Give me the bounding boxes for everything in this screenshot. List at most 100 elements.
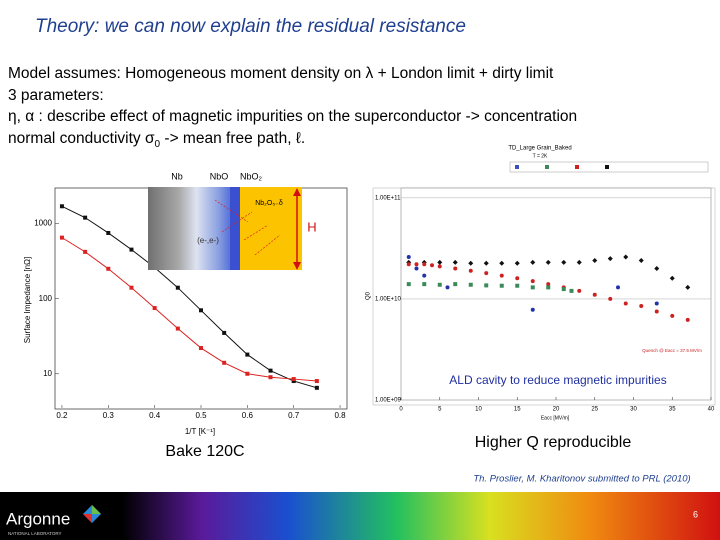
- data-point: [670, 313, 675, 318]
- y-tick-label: 1.00E+09: [375, 398, 402, 404]
- slide-title: Theory: we can now explain the residual …: [35, 16, 466, 37]
- inset-label: Nb₂O₅₋δ: [255, 200, 283, 207]
- data-point: [484, 271, 489, 276]
- data-point: [530, 307, 535, 312]
- x-tick-label: 0.3: [103, 411, 115, 420]
- y-tick-label: 10: [43, 369, 52, 378]
- data-point: [592, 292, 597, 297]
- legend-swatches: [515, 165, 609, 169]
- data-point: [406, 282, 411, 287]
- data-point: [639, 304, 644, 309]
- data-point: [268, 375, 273, 380]
- x-tick-label: 0.8: [334, 411, 346, 420]
- data-point: [638, 257, 644, 263]
- x-tick-label: 0: [399, 407, 403, 413]
- x-tick-label: 15: [514, 407, 521, 413]
- data-point: [199, 346, 203, 351]
- x-tick-label: 0.7: [288, 411, 300, 420]
- data-point: [245, 371, 250, 376]
- inset-label: Nb: [171, 171, 183, 181]
- data-point: [623, 254, 629, 260]
- data-point: [654, 309, 659, 314]
- data-point: [483, 260, 489, 266]
- page-number: 6: [693, 509, 698, 519]
- footer-bar: [0, 492, 720, 540]
- logo-mark: [92, 505, 101, 514]
- logo-mark: [83, 514, 92, 523]
- data-point: [468, 268, 473, 273]
- data-point: [654, 265, 660, 271]
- footer-subtitle: NATIONAL LABORATORY: [8, 531, 62, 536]
- y-tick-label: 1.00E+11: [375, 195, 401, 201]
- inset-nb: [148, 187, 236, 270]
- data-point: [422, 262, 427, 267]
- right-plot-area: [400, 187, 712, 401]
- x-tick-label: 25: [591, 407, 598, 413]
- data-point: [83, 249, 88, 254]
- body-line: normal conductivity σ0 -> mean free path…: [8, 130, 305, 150]
- data-point: [106, 266, 111, 271]
- data-point: [546, 285, 551, 290]
- body-line: η, α : describe effect of magnetic impur…: [8, 108, 577, 125]
- data-point: [530, 259, 536, 265]
- data-point: [561, 287, 566, 292]
- data-point: [484, 283, 489, 288]
- y-tick-label: 1000: [34, 219, 52, 228]
- right-plot-subtitle: T = 2K: [533, 153, 548, 159]
- data-point: [437, 264, 442, 269]
- data-point: [669, 275, 675, 281]
- x-tick-label: 0.2: [56, 411, 68, 420]
- data-point: [422, 273, 427, 278]
- y-axis-label: Surface Impedance [nΩ]: [23, 257, 32, 343]
- data-point: [545, 259, 551, 265]
- data-point: [106, 230, 111, 235]
- annotation: Quench @ Eacc = 37.5 MV/m: [642, 348, 702, 353]
- x-axis-label: 1/T [K⁻¹]: [185, 427, 215, 436]
- x-tick-label: 20: [553, 407, 560, 413]
- data-point: [437, 259, 443, 265]
- data-point: [453, 266, 458, 271]
- data-point: [515, 276, 520, 281]
- data-point: [199, 308, 203, 313]
- right-plot-title: TD_Large Grain_Baked: [508, 146, 571, 152]
- data-point: [654, 301, 659, 306]
- inset-arrows: [214, 199, 281, 256]
- series-line: [61, 237, 317, 382]
- x-tick-label: 0.4: [149, 411, 161, 420]
- x-tick-label: 10: [475, 407, 482, 413]
- x-tick-label: 30: [630, 407, 637, 413]
- data-point: [468, 260, 474, 266]
- y-tick-label: 1.00E+10: [375, 296, 402, 302]
- data-point: [59, 204, 64, 209]
- data-point: [685, 317, 690, 322]
- data-point: [422, 282, 427, 287]
- data-point: [222, 330, 227, 335]
- body-line: Model assumes: Homogeneous moment densit…: [8, 65, 554, 82]
- x-tick-label: 40: [708, 407, 715, 413]
- callout: ALD cavity to reduce magnetic impurities: [449, 373, 666, 387]
- data-point: [499, 283, 504, 288]
- data-point: [406, 254, 411, 259]
- citation: Th. Proslier, M. Kharitonov submitted to…: [473, 474, 690, 485]
- footer-logo: Argonne: [6, 509, 70, 528]
- data-point: [414, 266, 419, 271]
- data-point: [152, 306, 157, 311]
- data-point: [291, 377, 296, 382]
- data-point: [530, 285, 535, 290]
- data-point: [245, 352, 250, 357]
- data-point: [83, 215, 88, 220]
- body-subscript: 0: [155, 139, 161, 150]
- x-tick-label: 0.5: [195, 411, 207, 420]
- inset-oxide: [230, 187, 240, 270]
- data-point: [453, 282, 458, 287]
- data-point: [314, 379, 319, 384]
- data-point: [175, 326, 180, 331]
- data-point: [129, 285, 134, 290]
- body-line: 3 parameters:: [8, 87, 104, 104]
- series-line: [61, 205, 318, 389]
- data-point: [592, 257, 598, 263]
- x-axis-label: Eacc [MV/m]: [541, 415, 570, 421]
- data-point: [569, 288, 574, 293]
- data-point: [515, 283, 520, 288]
